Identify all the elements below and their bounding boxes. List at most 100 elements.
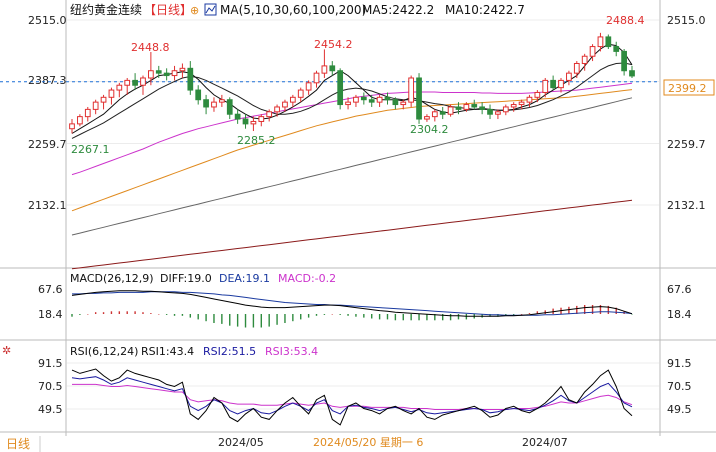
macd-panel-header: MACD(26,12,9) DIFF:19.0 DEA:19.1 MACD:-0… xyxy=(70,272,336,285)
candle-body xyxy=(424,116,430,120)
candle-body xyxy=(297,89,304,98)
rsi-settings-icon[interactable]: ✲ xyxy=(2,344,11,357)
price-tick-right: 2259.7 xyxy=(667,138,706,151)
candle-body xyxy=(321,65,328,74)
macd-histogram-bar xyxy=(512,314,515,315)
macd-histogram-bar xyxy=(118,311,121,314)
candle-body xyxy=(502,106,509,113)
macd-histogram-bar xyxy=(142,312,144,314)
macd-histogram-bar xyxy=(599,305,602,314)
candle-body xyxy=(368,99,375,103)
candle-body xyxy=(463,104,470,110)
macd-histogram-bar xyxy=(94,312,97,314)
rsi1-label: RSI1:43.4 xyxy=(141,345,194,358)
macd-histogram-bar xyxy=(386,314,389,320)
candle-body xyxy=(337,70,344,106)
macd-histogram-bar xyxy=(110,311,113,314)
ma-params-label: MA(5,10,30,60,100,200) xyxy=(220,3,366,17)
macd-value-label: MACD:-0.2 xyxy=(278,272,336,285)
price-tick-left: 2387.3 xyxy=(28,74,67,87)
candle-body xyxy=(282,101,288,108)
candle-body xyxy=(518,101,525,106)
macd-histogram-bar xyxy=(536,311,539,314)
macd-histogram-bar xyxy=(79,314,81,315)
candle-body xyxy=(77,116,83,125)
price-tick-left: 2132.1 xyxy=(28,199,67,212)
ma30-line xyxy=(71,82,633,176)
dea-label: DEA:19.1 xyxy=(219,272,270,285)
candle-body xyxy=(392,99,399,106)
macd-histogram-bar xyxy=(331,314,333,315)
period-tab[interactable]: 日线 xyxy=(6,437,30,451)
candle-body xyxy=(266,111,273,118)
rsi2-label: RSI2:51.5 xyxy=(203,345,256,358)
ma10-line xyxy=(71,62,633,139)
macd-tick-left: 18.4 xyxy=(38,308,63,321)
macd-histogram-bar xyxy=(418,314,420,321)
macd-histogram-bar xyxy=(323,314,326,315)
macd-histogram-bar xyxy=(402,314,404,321)
candle-body xyxy=(116,84,123,91)
macd-histogram-bar xyxy=(497,314,499,317)
ma-settings-icon[interactable] xyxy=(204,3,217,16)
macd-histogram-bar xyxy=(583,305,586,314)
macd-histogram-bar xyxy=(292,314,294,322)
macd-histogram-bar xyxy=(134,311,136,314)
candle-body xyxy=(353,96,359,103)
rsi-layer xyxy=(66,362,660,426)
macd-histogram-bar xyxy=(87,314,89,315)
period-label[interactable]: 【日线】 xyxy=(144,3,192,17)
macd-tick-right: 18.4 xyxy=(667,308,692,321)
macd-histogram-bar xyxy=(347,314,349,316)
candle-body xyxy=(573,62,580,74)
ma10-value-label: MA10:2422.7 xyxy=(445,3,525,17)
macd-histogram-bar xyxy=(126,311,128,314)
rsi1-line xyxy=(71,368,633,426)
macd-histogram-bar xyxy=(615,307,617,314)
macd-histogram-bar xyxy=(150,313,152,314)
macd-histogram-bar xyxy=(173,314,176,316)
macd-histogram-bar xyxy=(197,314,199,320)
macd-histogram-bar xyxy=(252,314,255,328)
candle-body xyxy=(589,46,596,57)
macd-histogram-bar xyxy=(394,314,397,321)
macd-tick-left: 67.6 xyxy=(38,283,63,296)
macd-histogram-bar xyxy=(449,314,452,321)
candle-body xyxy=(542,79,549,93)
ma100-line xyxy=(71,97,633,236)
diff-line xyxy=(71,290,633,317)
macd-histogram-bar xyxy=(465,314,468,320)
candle-body xyxy=(597,36,604,48)
ma-settings-icon-glyph xyxy=(205,5,216,14)
macd-histogram-bar xyxy=(591,305,594,314)
macd-histogram-bar xyxy=(489,314,491,317)
candle-body xyxy=(550,79,556,89)
rsi-tick-right: 91.5 xyxy=(667,357,692,370)
candle-body xyxy=(613,46,620,52)
macd-histogram-bar xyxy=(158,314,160,315)
candle-body xyxy=(100,96,107,103)
header: 纽约黄金连续 【日线】 ⊕ MA(5,10,30,60,100,200) MA5… xyxy=(70,2,525,17)
candle-body xyxy=(195,89,202,101)
macd-histogram-bar xyxy=(181,314,184,316)
macd-histogram-bar xyxy=(378,314,381,320)
candle-body xyxy=(211,101,217,108)
candle-body xyxy=(155,70,162,74)
candle-body xyxy=(218,99,225,103)
candle-body xyxy=(581,55,588,64)
candle-body xyxy=(274,106,280,113)
candle-body xyxy=(305,82,312,91)
candle-body xyxy=(258,116,265,122)
macd-histogram-bar xyxy=(165,314,168,315)
rsi-tick-left: 49.5 xyxy=(38,403,63,416)
macd-histogram-bar xyxy=(520,314,523,315)
macd-histogram-bar xyxy=(276,314,278,325)
candle-body xyxy=(471,104,478,108)
candle-body xyxy=(179,67,186,72)
candle-body xyxy=(313,72,320,84)
candle-body xyxy=(400,101,407,106)
macd-histogram-bar xyxy=(213,314,215,323)
candle-body xyxy=(384,96,391,101)
price-tick-left: 2259.7 xyxy=(28,138,67,151)
crosshair-icon[interactable]: ⊕ xyxy=(190,4,199,17)
